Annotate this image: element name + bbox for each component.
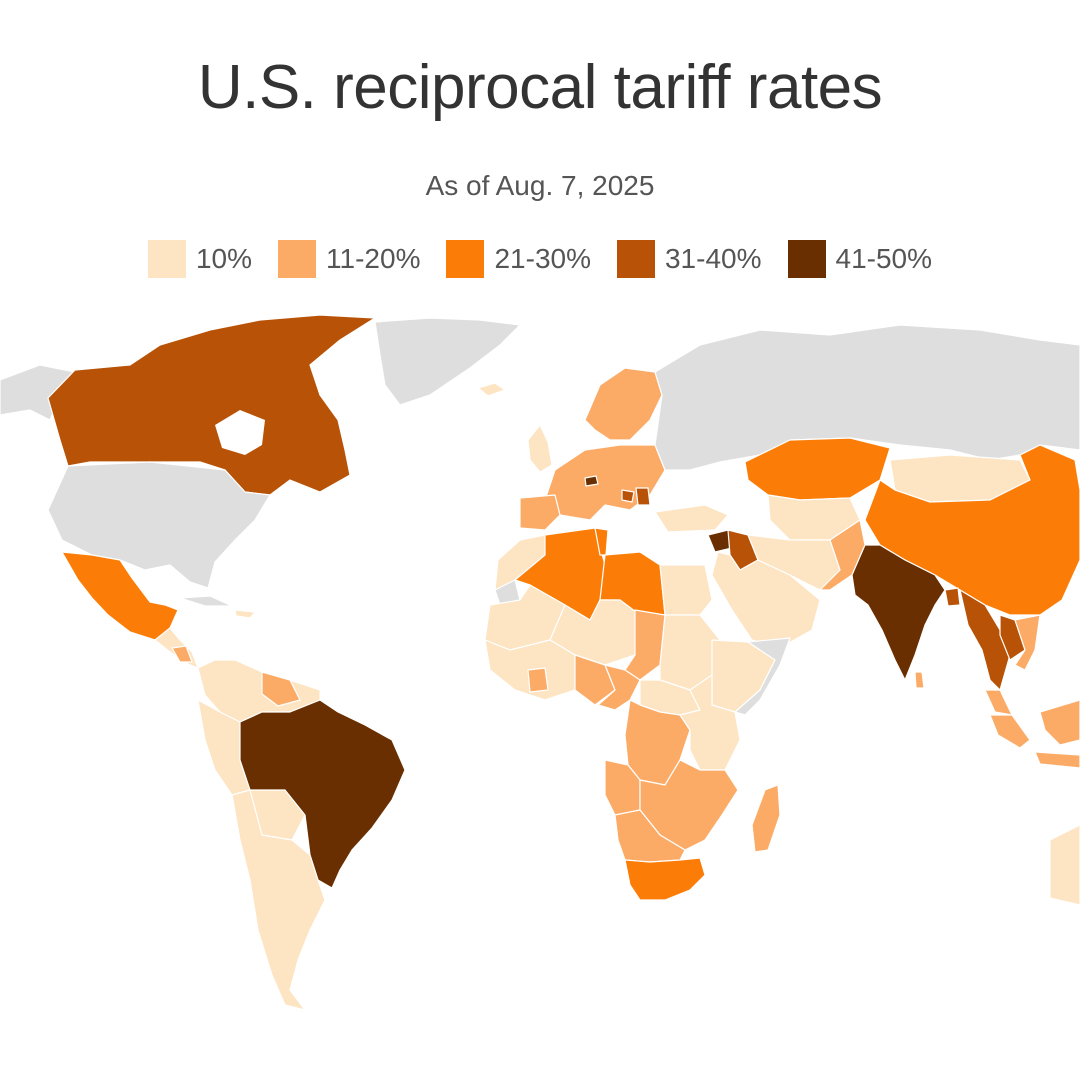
- map-subtitle: As of Aug. 7, 2025: [425, 170, 655, 201]
- region-scandinavia: [584, 367, 663, 441]
- region-madagascar: [751, 784, 781, 853]
- region-hudson-bay: [215, 410, 265, 455]
- region-india: [851, 544, 946, 681]
- region-mexico: [61, 551, 179, 641]
- region-southern-cone: [231, 789, 326, 1011]
- legend: 10% 11-20% 21-30% 31-40% 41-50%: [0, 240, 1080, 278]
- region-western-europe: [544, 444, 666, 521]
- region-laos-cambodia: [999, 614, 1026, 661]
- region-bangladesh: [944, 587, 961, 607]
- legend-label-10: 10%: [195, 243, 253, 274]
- region-malaysia: [984, 689, 1013, 716]
- legend-label-11-20: 11-20%: [326, 243, 421, 274]
- legend-swatch-31-40: [616, 240, 655, 278]
- region-serbia: [635, 487, 651, 506]
- map-title: U.S. reciprocal tariff rates: [197, 53, 883, 122]
- region-uk: [527, 424, 553, 473]
- region-brazil: [239, 699, 406, 889]
- region-indonesia: [989, 699, 1080, 769]
- region-switzerland: [584, 475, 599, 487]
- region-arabia: [711, 551, 821, 649]
- legend-item-11-20: 11-20%: [278, 240, 420, 278]
- legend-label-21-30: 21-30%: [494, 243, 591, 274]
- region-nicaragua: [171, 645, 193, 663]
- region-cameroon: [597, 664, 641, 711]
- region-iceland: [477, 382, 506, 397]
- region-vietnam: [1014, 614, 1041, 671]
- region-pakistan: [819, 519, 866, 591]
- legend-swatch-41-50: [787, 240, 826, 278]
- legend-item-21-30: 21-30%: [446, 240, 591, 278]
- world-map: [0, 314, 1080, 1011]
- region-bosnia: [621, 489, 635, 503]
- legend-swatch-11-20: [278, 240, 317, 278]
- legend-item-31-40: 31-40%: [616, 240, 762, 278]
- region-nigeria: [574, 654, 616, 706]
- region-cuba: [179, 595, 233, 607]
- region-australia: [1049, 824, 1080, 906]
- legend-label-41-50: 41-50%: [835, 243, 933, 274]
- region-greenland: [374, 317, 521, 406]
- legend-swatch-21-30: [446, 240, 485, 278]
- legend-swatch-10: [147, 240, 186, 278]
- legend-label-31-40: 31-40%: [664, 243, 762, 274]
- region-caribbean: [234, 609, 256, 619]
- region-ivory-coast: [527, 667, 549, 693]
- region-iberia: [519, 494, 561, 531]
- legend-item-41-50: 41-50%: [787, 240, 933, 278]
- region-egypt: [659, 564, 713, 616]
- region-somalia: [734, 637, 791, 716]
- region-turkey: [654, 504, 729, 533]
- region-kazakhstan: [744, 437, 891, 501]
- region-sri-lanka: [914, 671, 925, 689]
- region-guyana: [261, 671, 301, 707]
- region-south-africa: [624, 857, 706, 901]
- legend-item-10: 10%: [147, 240, 253, 278]
